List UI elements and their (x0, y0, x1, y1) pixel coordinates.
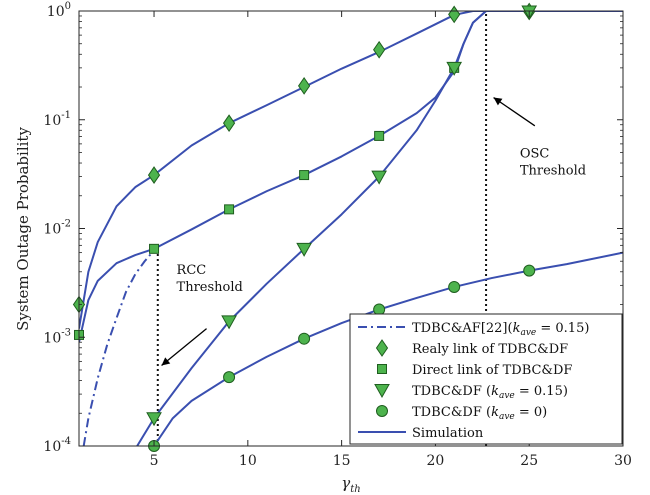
x-axis-label-subscript: th (350, 484, 360, 495)
legend-entry-label: TDBC&DF (kave = 0.15) (412, 384, 568, 401)
legend-label-tail: = 0.15) (536, 321, 589, 336)
legend-label-subscript: ave (520, 328, 536, 338)
y-tick-exponent: -1 (61, 110, 71, 121)
x-tick-label: 10 (239, 453, 257, 469)
y-tick-label: 10-1 (43, 110, 71, 129)
y-tick-exponent: -4 (61, 436, 71, 447)
legend-entry-label: Realy link of TDBC&DF (412, 342, 568, 357)
y-tick-base: 10 (43, 439, 61, 455)
legend-box (349, 313, 623, 445)
legend-swatch-circle (376, 405, 388, 417)
x-axis-label-symbol: γ (341, 474, 350, 492)
x-tick-label: 5 (150, 453, 159, 469)
legend-label-text: TDBC&AF[22]( (412, 321, 513, 336)
y-tick-exponent: 0 (65, 1, 71, 12)
y-axis-label: System Outage Probability (14, 127, 32, 331)
legend-entry-label: Direct link of TDBC&DF (412, 363, 572, 378)
y-tick-base: 10 (47, 4, 65, 20)
series-1-marker (224, 204, 235, 215)
legend-label-text: Direct link of TDBC&DF (412, 363, 572, 378)
y-tick-base: 10 (43, 113, 61, 129)
legend-label-text: Realy link of TDBC&DF (412, 342, 568, 357)
x-tick-label: 30 (614, 453, 632, 469)
series-0-marker (448, 5, 461, 24)
series-4-marker (448, 280, 461, 293)
series-3-marker (146, 412, 162, 427)
series-1-marker (299, 170, 310, 181)
legend-label-math: k (491, 384, 499, 399)
series-1-marker (149, 243, 160, 254)
osc-threshold-arrow-shaft (493, 97, 536, 127)
legend-label-text: TDBC&DF ( (412, 405, 491, 420)
x-tick-label: 25 (520, 453, 538, 469)
legend-swatch-diamond (375, 339, 389, 357)
series-4-marker (298, 332, 311, 345)
series-3-marker (296, 242, 312, 257)
legend-label-subscript: ave (499, 412, 515, 422)
y-tick-label: 10-2 (43, 219, 71, 238)
series-0-marker (222, 114, 236, 133)
series-0-marker (373, 40, 386, 59)
osc-threshold-label: OSC Threshold (520, 146, 586, 178)
legend-label-math: k (491, 405, 499, 420)
legend-swatch-triangle (374, 384, 390, 399)
x-tick-label: 15 (333, 453, 351, 469)
rcc-threshold-label: RCC Threshold (177, 263, 243, 295)
series-3-marker (371, 170, 387, 185)
y-tick-base: 10 (43, 222, 61, 238)
x-axis-label: γth (341, 474, 360, 495)
osc-threshold-label-line: Threshold (520, 163, 586, 178)
osc-threshold-label-line: OSC (520, 146, 550, 161)
series-0-marker (147, 166, 161, 184)
series-3-marker (446, 61, 463, 76)
series-line-2 (82, 249, 155, 446)
rcc-threshold-arrow-shaft (161, 328, 207, 366)
legend-label-subscript: ave (499, 391, 515, 401)
plot-area: RCC Threshold OSC Threshold (72, 2, 623, 452)
y-tick-label: 10-4 (43, 436, 71, 455)
x-tick-label: 20 (426, 453, 444, 469)
rcc-threshold-label-line: RCC (177, 263, 207, 278)
legend-label-text: TDBC&DF ( (412, 384, 491, 399)
legend-label-math: k (513, 321, 521, 336)
y-tick-exponent: -3 (61, 327, 71, 338)
series-4-marker (523, 264, 536, 277)
legend-entry-label: Simulation (412, 426, 484, 441)
series-0-marker (297, 76, 311, 95)
series-3-marker (221, 315, 237, 330)
series-4-marker (373, 303, 386, 316)
legend-swatch-square (377, 364, 387, 374)
osc-threshold-arrow-head (493, 97, 503, 106)
y-tick-base: 10 (43, 330, 61, 346)
series-4-marker (223, 371, 236, 384)
series-1-marker (374, 130, 385, 141)
rcc-threshold-arrow-head (161, 357, 171, 366)
legend-label-text: Simulation (412, 426, 484, 441)
legend-label-tail: = 0.15) (515, 384, 568, 399)
legend-label-tail: = 0) (515, 405, 548, 420)
y-tick-label: 100 (47, 1, 71, 20)
series-line-3 (136, 11, 623, 446)
y-tick-label: 10-3 (43, 327, 71, 346)
legend-entry-label: TDBC&DF (kave = 0) (412, 405, 547, 422)
legend-entry-label: TDBC&AF[22](kave = 0.15) (412, 321, 589, 338)
y-tick-exponent: -2 (61, 219, 71, 230)
legend: TDBC&AF[22](kave = 0.15)Realy link of TD… (349, 313, 623, 445)
rcc-threshold-label-line: Threshold (177, 280, 243, 295)
